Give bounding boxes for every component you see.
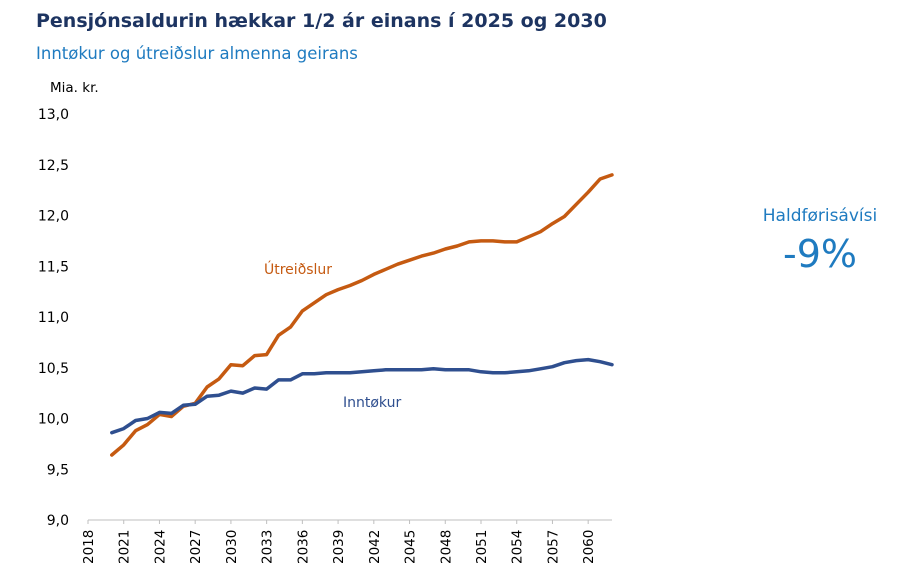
- y-tick-label: 12,0: [38, 209, 69, 225]
- sustainability-indicator-label: Haldførisávísi: [762, 206, 878, 226]
- x-tick-label: 2060: [581, 530, 597, 564]
- y-tick-label: 11,5: [38, 259, 69, 275]
- x-tick-label: 2042: [367, 530, 383, 564]
- y-axis: 9,0 9,5 10,0 10,5 11,0 11,5 12,0 12,5 13,0: [38, 107, 69, 529]
- y-tick-label: 12,5: [38, 158, 69, 174]
- x-tick-label: 2018: [81, 530, 97, 564]
- x-tick-label: 2033: [260, 530, 276, 564]
- sustainability-indicator-value: -9%: [783, 232, 857, 276]
- x-tick-label: 2054: [510, 530, 526, 564]
- y-tick-label: 10,5: [38, 361, 69, 377]
- series-line-inntokur: [110, 357, 614, 435]
- x-tick-label: 2057: [545, 530, 561, 564]
- series-label-utreidslur: Útreiðslur: [264, 260, 332, 278]
- y-tick-label: 9,0: [47, 513, 69, 529]
- x-axis: 2018 2021 2024 2027 2030 2033 2036 2039 2042 2045…: [81, 520, 597, 564]
- x-tick-label: 2048: [438, 530, 454, 564]
- series-line-utreidslur: [110, 173, 614, 457]
- x-tick-label: 2024: [152, 530, 168, 564]
- x-tick-label: 2039: [331, 530, 347, 564]
- x-tick-label: 2021: [117, 530, 133, 564]
- y-tick-label: 11,0: [38, 310, 69, 326]
- x-tick-label: 2045: [403, 530, 419, 564]
- chart-subtitle: Inntøkur og útreiðslur almenna geirans: [36, 44, 358, 63]
- y-tick-label: 9,5: [47, 462, 69, 478]
- y-axis-label: Mia. kr.: [50, 80, 99, 96]
- x-tick-label: 2051: [474, 530, 490, 564]
- chart-title: Pensjónsaldurin hækkar 1/2 ár einans í 2…: [36, 10, 607, 32]
- x-tick-label: 2030: [224, 530, 240, 564]
- y-tick-label: 10,0: [38, 412, 69, 428]
- y-tick-label: 13,0: [38, 107, 69, 123]
- x-tick-label: 2036: [295, 530, 311, 564]
- x-tick-label: 2027: [188, 530, 204, 564]
- series-lines: [110, 173, 614, 457]
- series-label-inntokur: Inntøkur: [343, 395, 401, 411]
